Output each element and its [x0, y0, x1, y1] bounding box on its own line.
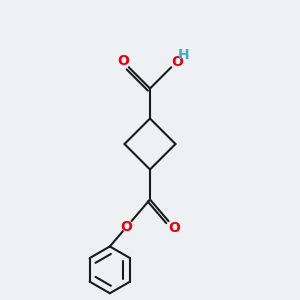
Text: O: O	[168, 220, 180, 235]
Text: H: H	[178, 48, 190, 62]
Text: O: O	[121, 220, 132, 234]
Text: O: O	[117, 54, 129, 68]
Text: O: O	[171, 55, 183, 69]
